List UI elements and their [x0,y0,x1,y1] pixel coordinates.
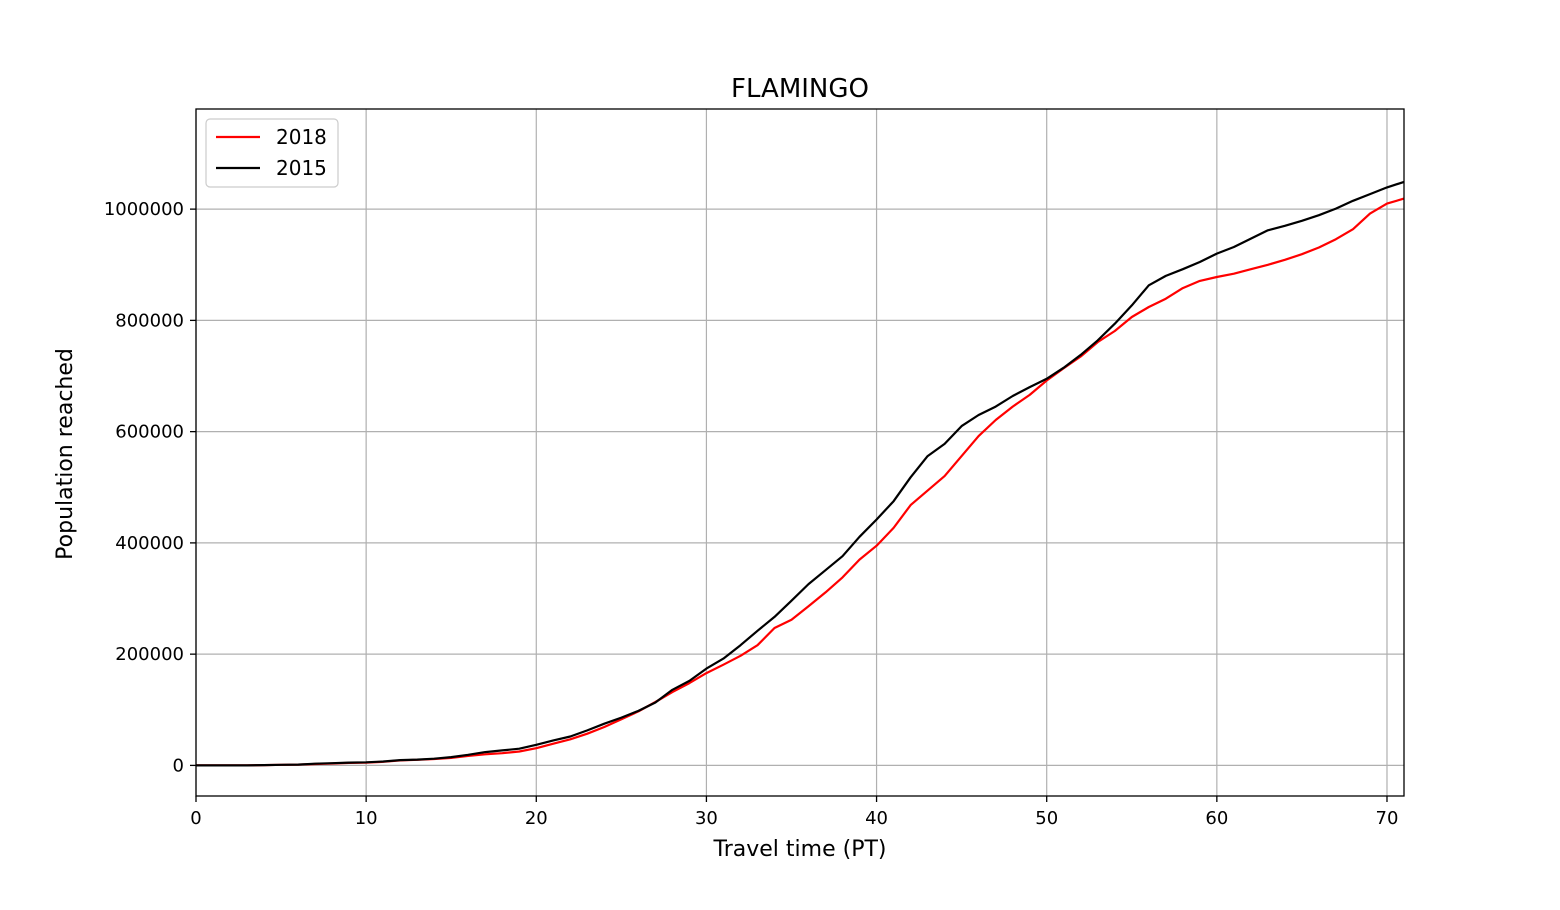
y-tick-label: 200000 [115,644,184,665]
x-tick-label: 60 [1205,808,1228,829]
y-tick-label: 600000 [115,422,184,443]
x-tick-label: 10 [355,808,378,829]
x-tick-label: 20 [525,808,548,829]
legend-label-2015: 2015 [276,156,327,180]
x-axis-title: Travel time (PT) [713,837,887,862]
x-tick-label: 40 [865,808,888,829]
x-tick-label: 30 [695,808,718,829]
series-line-2015 [196,180,1405,767]
grid [195,109,1404,796]
x-tick-label: 50 [1035,808,1058,829]
chart-title: FLAMINGO [731,74,869,104]
y-tick-label: 0 [173,755,184,776]
series-lines [196,180,1405,767]
y-tick-label: 1000000 [104,199,184,220]
y-axis-title: Population reached [53,348,78,560]
y-tick-label: 800000 [115,310,184,331]
plot-frame [195,108,1405,797]
series-line-2018 [196,197,1405,767]
x-tick-label: 0 [190,808,201,829]
legend-label-2018: 2018 [276,125,327,149]
legend: 2018 2015 [205,118,339,188]
axis-ticks: 0 10 20 30 40 50 60 70 0 200000 400000 600000 800000… [104,199,1399,829]
y-tick-label: 400000 [115,533,184,554]
x-tick-label: 70 [1376,808,1399,829]
